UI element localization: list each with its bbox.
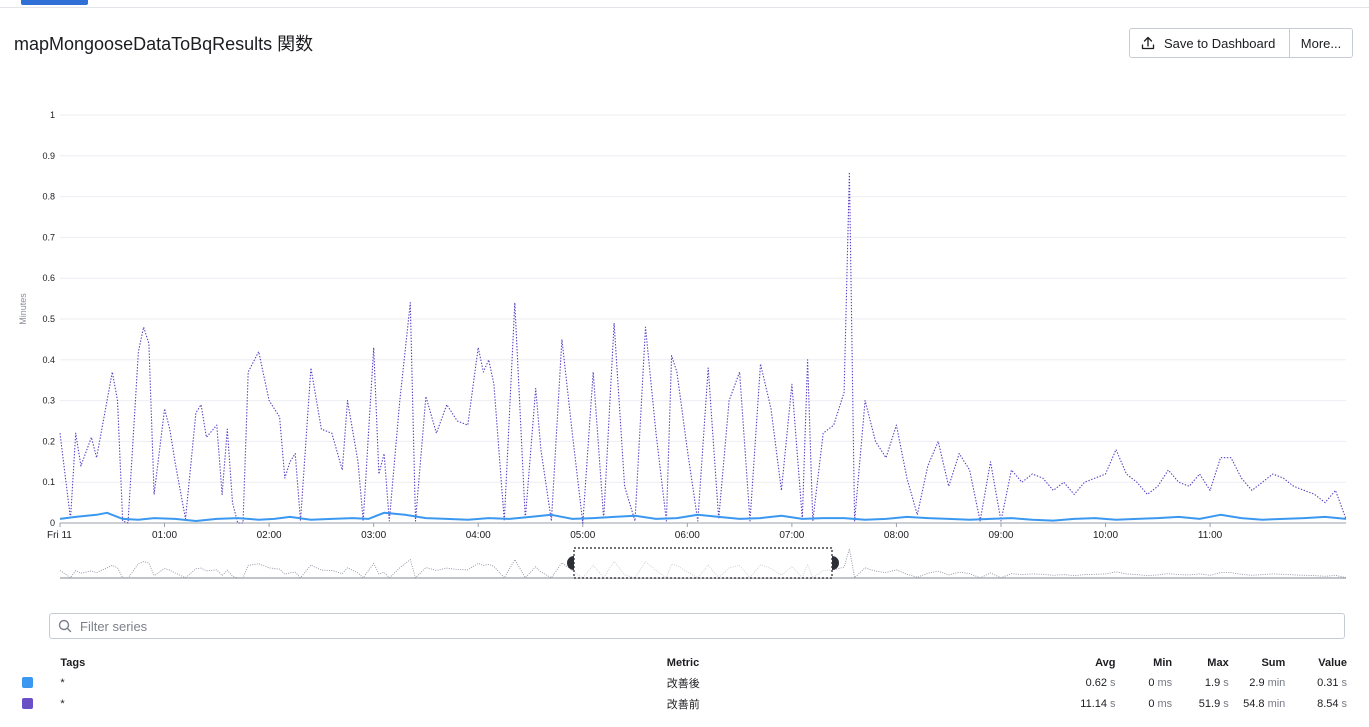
navigator-selection (573, 547, 833, 579)
legend-max-value: 1.9 (1204, 676, 1221, 689)
x-tick-label: 10:00 (1093, 530, 1118, 541)
y-tick-label: 0 (50, 518, 55, 528)
legend-min-unit: ms (1157, 697, 1173, 710)
legend-min-value: 0 (1148, 676, 1155, 689)
legend-avg-value: 0.62 (1085, 676, 1108, 689)
series-color-swatch (22, 698, 33, 710)
legend-table: Tags Metric Avg Min Max Sum Value * 改善後 … (22, 654, 1347, 714)
legend-metric: 改善前 (666, 698, 700, 711)
legend-header-min[interactable]: Min (1153, 657, 1173, 669)
more-button[interactable]: More... (1290, 29, 1352, 57)
legend-header-value[interactable]: Value (1318, 657, 1347, 669)
legend-header-avg[interactable]: Avg (1095, 657, 1116, 669)
y-tick-label: 0.8 (42, 192, 55, 202)
legend-row-before[interactable]: * 改善前 11.14 s 0 ms 51.9 s 54.8 min 8.54 s (22, 693, 1347, 714)
series-line-after (59, 511, 1347, 522)
navigator-handle-left[interactable] (567, 556, 574, 570)
legend-sum: 54.8 min (1229, 693, 1286, 714)
legend-avg-value: 11.14 (1080, 697, 1108, 710)
x-tick-label: 04:00 (466, 530, 491, 541)
series-color-swatch (22, 677, 33, 689)
filter-series-input[interactable] (80, 615, 1320, 637)
legend-min: 0 ms (1116, 672, 1173, 693)
legend-sum-value: 2.9 (1249, 676, 1265, 689)
legend-sum: 2.9 min (1229, 672, 1286, 693)
legend-tag: * (60, 697, 65, 710)
y-tick-label: 0.9 (42, 151, 55, 161)
y-tick-label: 0.4 (42, 355, 55, 365)
legend-avg: 11.14 s (1061, 693, 1116, 714)
y-tick-label: 1 (50, 110, 55, 120)
legend-value-unit: s (1341, 697, 1348, 710)
y-tick-label: 0.1 (42, 477, 55, 487)
x-tick-label: Fri 11 (47, 530, 72, 541)
legend-min-unit: ms (1157, 676, 1173, 689)
legend-header-tags[interactable]: Tags (60, 657, 86, 669)
x-tick-label: 06:00 (675, 530, 700, 541)
x-tick-label: 09:00 (988, 530, 1013, 541)
search-icon (50, 619, 80, 633)
legend-header-max[interactable]: Max (1207, 657, 1229, 669)
legend-header-row: Tags Metric Avg Min Max Sum Value (22, 654, 1347, 672)
y-tick-label: 0.6 (42, 273, 55, 283)
legend-avg: 0.62 s (1061, 672, 1116, 693)
legend-min: 0 ms (1116, 693, 1173, 714)
x-tick-label: 02:00 (257, 530, 282, 541)
legend-max: 51.9 s (1172, 693, 1229, 714)
x-tick-label: 07:00 (779, 530, 804, 541)
series-swatch[interactable] (22, 672, 60, 693)
save-to-dashboard-button[interactable]: Save to Dashboard (1130, 29, 1290, 57)
legend-value-unit: s (1341, 676, 1348, 689)
legend-max-value: 51.9 (1198, 697, 1221, 710)
legend-min-value: 0 (1148, 697, 1155, 710)
y-tick-label: 0.3 (42, 396, 55, 406)
y-tick-label: 0.5 (42, 314, 55, 324)
series-line-before (59, 171, 1347, 524)
x-tick-label: 03:00 (361, 530, 386, 541)
legend-avg-unit: s (1110, 697, 1116, 710)
legend-value-value: 0.31 (1317, 676, 1339, 689)
legend-avg-unit: s (1110, 676, 1116, 689)
legend-max-unit: s (1223, 676, 1229, 689)
y-axis-label: Minutes (18, 293, 28, 325)
legend-sum-value: 54.8 (1243, 697, 1265, 710)
x-tick-label: 01:00 (152, 530, 177, 541)
legend-value: 0.31 s (1285, 672, 1347, 693)
filter-series-field[interactable] (49, 613, 1345, 639)
x-tick-label: 08:00 (884, 530, 909, 541)
legend-header-sum[interactable]: Sum (1261, 657, 1286, 669)
page-title: mapMongooseDataToBqResults 関数 (14, 34, 314, 54)
x-tick-label: 11:00 (1198, 530, 1223, 541)
legend-max: 1.9 s (1172, 672, 1229, 693)
header-actions: Save to Dashboard More... (1129, 28, 1353, 58)
upload-icon (1140, 35, 1156, 51)
series-swatch[interactable] (22, 693, 60, 714)
legend-header-swatch (22, 654, 60, 672)
x-tick-label: 05:00 (570, 530, 595, 541)
legend-tag: * (60, 676, 65, 689)
active-tab-indicator[interactable] (21, 0, 88, 5)
y-tick-label: 0.2 (42, 436, 55, 446)
legend-row-after[interactable]: * 改善後 0.62 s 0 ms 1.9 s 2.9 min 0.31 s (22, 672, 1347, 693)
save-to-dashboard-label: Save to Dashboard (1164, 35, 1276, 51)
legend-value-value: 8.54 (1317, 697, 1339, 710)
legend-sum-unit: min (1267, 676, 1286, 689)
legend-metric: 改善後 (666, 677, 700, 690)
legend-value: 8.54 s (1285, 693, 1347, 714)
y-tick-label: 0.7 (42, 232, 55, 242)
legend-header-metric[interactable]: Metric (666, 657, 700, 669)
top-tab-bar (0, 0, 1369, 8)
legend-max-unit: s (1223, 697, 1229, 710)
navigator-handle-right[interactable] (832, 556, 839, 570)
timeseries-chart: 0 0.1 0.2 0.3 0.4 0.5 0.6 0.7 0.8 0.9 1 Minutes Fri … (18, 110, 1347, 579)
legend-sum-unit: min (1267, 697, 1286, 710)
